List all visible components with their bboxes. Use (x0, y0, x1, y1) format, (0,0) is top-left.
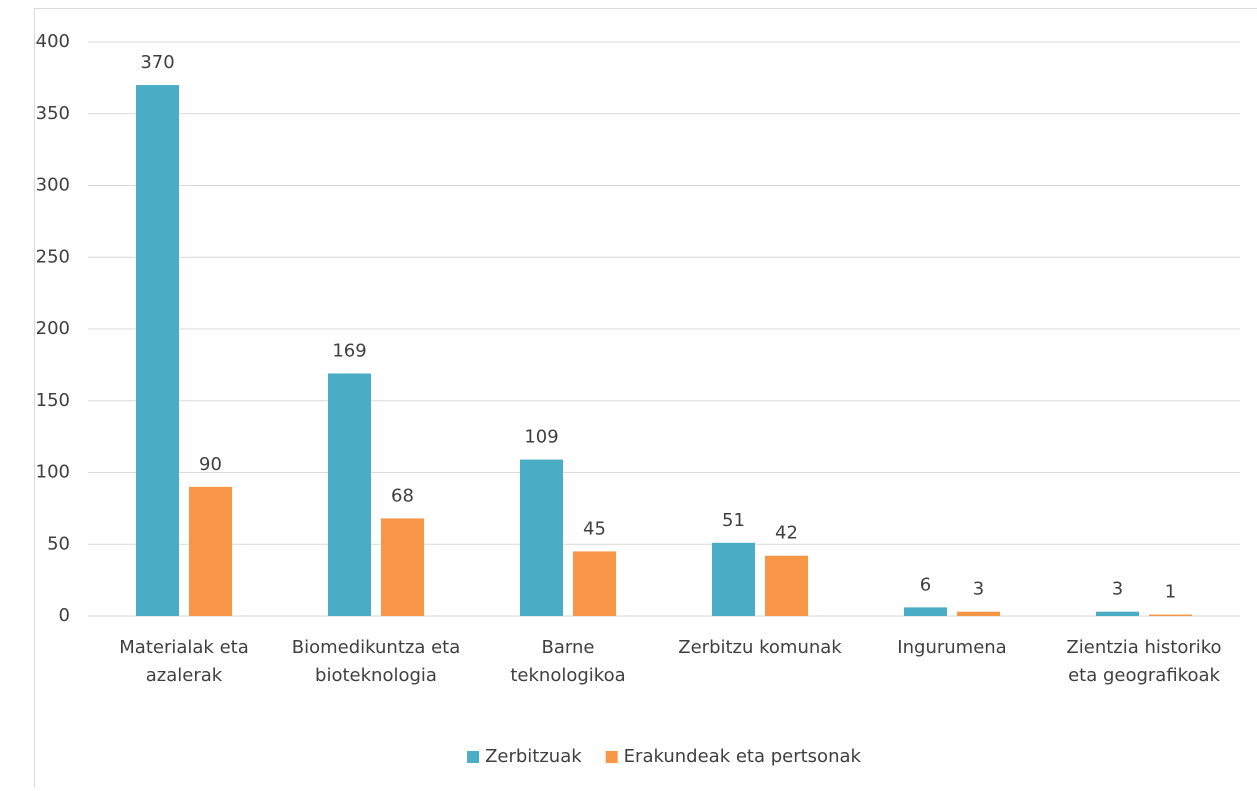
bar (328, 373, 371, 616)
y-tick-label: 400 (36, 31, 70, 52)
bar (520, 460, 563, 616)
x-tick-label: Ingurumena (897, 637, 1006, 658)
legend-label: Erakundeak eta pertsonak (624, 746, 862, 767)
bar (712, 543, 755, 616)
data-label: 169 (332, 340, 366, 361)
y-tick-label: 300 (36, 175, 70, 196)
legend-swatch (467, 751, 479, 763)
y-tick-label: 200 (36, 318, 70, 339)
data-label: 51 (722, 510, 745, 531)
data-label: 42 (775, 523, 798, 544)
data-label: 370 (140, 52, 174, 73)
data-label: 68 (391, 485, 414, 506)
bar (765, 556, 808, 616)
legend-swatch (606, 751, 618, 763)
bar (189, 487, 232, 616)
y-tick-label: 100 (36, 462, 70, 483)
bar (1096, 612, 1139, 616)
x-tick-label: Zerbitzu komunak (678, 637, 842, 658)
bar (381, 518, 424, 616)
y-tick-label: 0 (59, 605, 70, 626)
data-label: 3 (973, 579, 984, 600)
bar (136, 85, 179, 616)
data-label: 45 (583, 518, 606, 539)
legend-label: Zerbitzuak (485, 746, 582, 767)
y-tick-label: 350 (36, 103, 70, 124)
data-label: 3 (1112, 579, 1123, 600)
bar (957, 612, 1000, 616)
data-label: 90 (199, 454, 222, 475)
data-label: 6 (920, 574, 931, 595)
data-label: 109 (524, 427, 558, 448)
bar (904, 607, 947, 616)
y-tick-label: 150 (36, 390, 70, 411)
data-label: 1 (1165, 582, 1176, 603)
bar (1149, 615, 1192, 616)
y-tick-label: 50 (47, 533, 70, 554)
y-tick-label: 250 (36, 246, 70, 267)
bar (573, 551, 616, 616)
